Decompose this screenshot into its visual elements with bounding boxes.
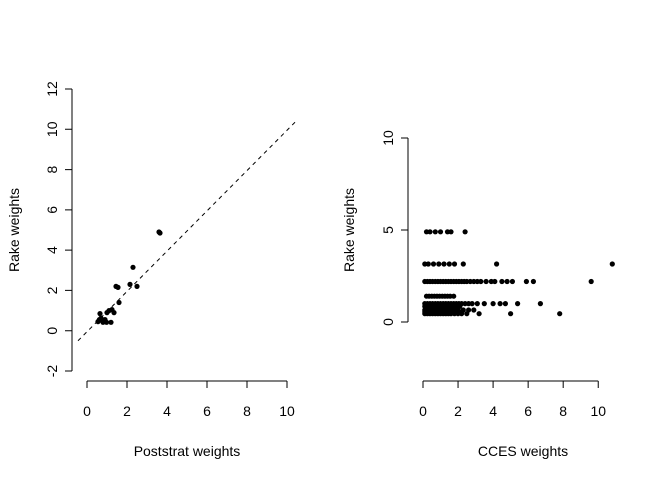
data-point: [104, 319, 110, 325]
data-point: [425, 261, 431, 267]
y-tick-label: 10: [380, 130, 396, 146]
x-axis: [86, 380, 288, 388]
data-points: [95, 229, 163, 325]
data-point: [451, 261, 458, 267]
y-tick-labels: -2 0 2 4 6 8 10 12: [44, 81, 60, 377]
data-point: [481, 301, 487, 307]
data-point: [111, 310, 117, 316]
x-tick-label: 2: [123, 403, 131, 419]
data-point: [497, 301, 503, 307]
data-point: [502, 301, 508, 307]
data-point: [469, 301, 475, 307]
y-tick-label: -2: [44, 365, 60, 378]
data-point: [609, 261, 615, 267]
data-point: [499, 278, 505, 285]
y-tick-label: 0: [44, 327, 60, 335]
data-point: [436, 261, 442, 267]
data-point: [478, 278, 484, 285]
y-tick-labels: 0 5 10: [380, 130, 396, 326]
data-point: [134, 283, 140, 289]
data-point: [437, 229, 444, 235]
y-axis: [401, 137, 409, 323]
data-point: [471, 307, 477, 313]
data-point: [494, 261, 500, 267]
data-point: [476, 311, 482, 317]
data-point: [523, 278, 530, 285]
data-point: [115, 284, 121, 290]
data-point: [448, 229, 454, 235]
data-point: [441, 261, 447, 267]
x-tick-label: 0: [419, 403, 427, 419]
data-point: [446, 261, 452, 267]
data-point: [474, 301, 480, 307]
y-tick-label: 2: [44, 286, 60, 294]
data-points: [422, 229, 615, 317]
data-point: [157, 230, 163, 236]
x-axis: [422, 380, 599, 388]
x-tick-labels: 0 2 4 6 8 10: [419, 403, 606, 419]
x-tick-label: 8: [559, 403, 567, 419]
y-tick-label: 8: [44, 165, 60, 173]
data-point: [504, 278, 510, 285]
y-tick-label: 12: [44, 81, 60, 97]
data-point: [588, 278, 594, 285]
data-point: [460, 261, 466, 267]
data-point: [492, 278, 498, 285]
data-point: [451, 293, 457, 299]
data-point: [430, 261, 437, 267]
x-tick-label: 4: [489, 403, 497, 419]
data-point: [455, 311, 461, 317]
x-tick-label: 8: [243, 403, 251, 419]
data-point: [427, 229, 433, 235]
y-axis: [65, 88, 73, 372]
x-tick-label: 6: [203, 403, 211, 419]
scatter-plot-poststrat-vs-rake: 0 2 4 6 8 10 -2 0 2 4 6 8 10 12 Poststrat weights Ra…: [6, 81, 297, 459]
data-point: [515, 301, 521, 307]
y-tick-label: 6: [44, 206, 60, 214]
data-point: [557, 311, 563, 317]
x-tick-label: 0: [83, 403, 91, 419]
data-point: [490, 301, 496, 307]
data-point: [108, 319, 114, 325]
data-point: [530, 278, 537, 285]
data-point: [509, 278, 515, 285]
y-tick-label: 0: [380, 318, 396, 326]
y-tick-label: 10: [44, 121, 60, 137]
reference-line: [77, 120, 297, 342]
data-point: [97, 311, 103, 317]
data-point: [537, 301, 544, 307]
data-point: [432, 229, 438, 235]
x-tick-label: 6: [524, 403, 532, 419]
x-tick-label: 10: [279, 403, 295, 419]
data-point: [130, 264, 136, 270]
data-point: [127, 281, 133, 287]
data-point: [464, 311, 470, 317]
x-tick-label: 4: [163, 403, 171, 419]
x-axis-label: CCES weights: [478, 443, 568, 459]
data-point: [483, 278, 489, 285]
y-tick-label: 5: [380, 226, 396, 234]
y-axis-label: Rake weights: [6, 188, 22, 272]
y-tick-label: 4: [44, 246, 60, 254]
x-tick-label: 2: [454, 403, 462, 419]
data-point: [462, 229, 468, 235]
x-tick-label: 10: [590, 403, 606, 419]
data-point: [508, 311, 514, 317]
x-axis-label: Poststrat weights: [134, 443, 241, 459]
x-tick-labels: 0 2 4 6 8 10: [83, 403, 295, 419]
scatter-plot-cces-vs-rake: 0 2 4 6 8 10 0 5 10 CCES weights Rake weights: [341, 130, 615, 459]
y-axis-label: Rake weights: [341, 188, 357, 272]
data-point: [459, 311, 465, 317]
